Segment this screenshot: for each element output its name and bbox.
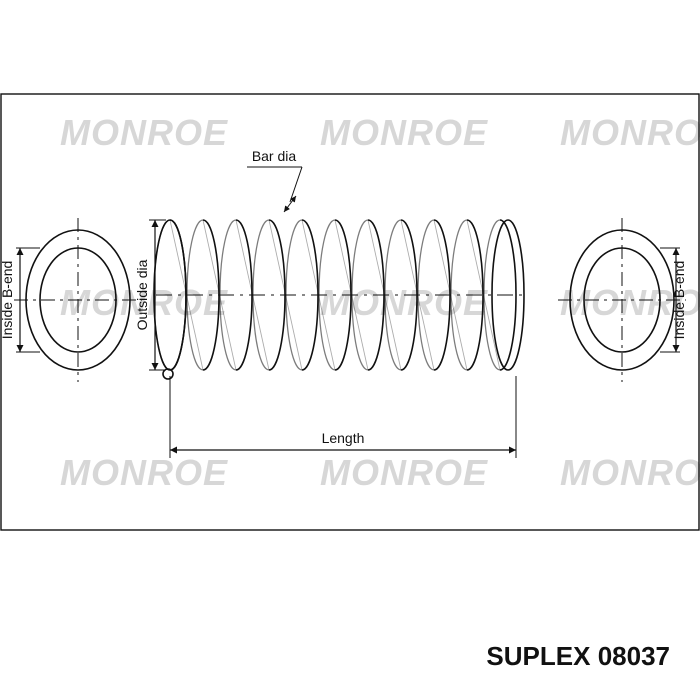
spring-diagram: Length Outside dia Inside B-end Inside B-en… xyxy=(0,0,700,700)
brand-text: SUPLEX xyxy=(486,641,590,671)
label-outside-dia: Outside dia xyxy=(134,259,150,330)
end-ring-left xyxy=(14,218,142,382)
product-caption: SUPLEX 08037 xyxy=(486,641,670,672)
part-number: 08037 xyxy=(598,641,670,671)
label-inside-right: Inside B-end xyxy=(671,261,687,340)
dim-bar-dia xyxy=(284,196,296,212)
end-ring-right xyxy=(558,218,686,382)
label-bar-dia: Bar dia xyxy=(252,148,297,164)
coil-spring xyxy=(154,220,528,379)
label-inside-left: Inside B-end xyxy=(0,261,15,340)
label-length: Length xyxy=(322,430,365,446)
